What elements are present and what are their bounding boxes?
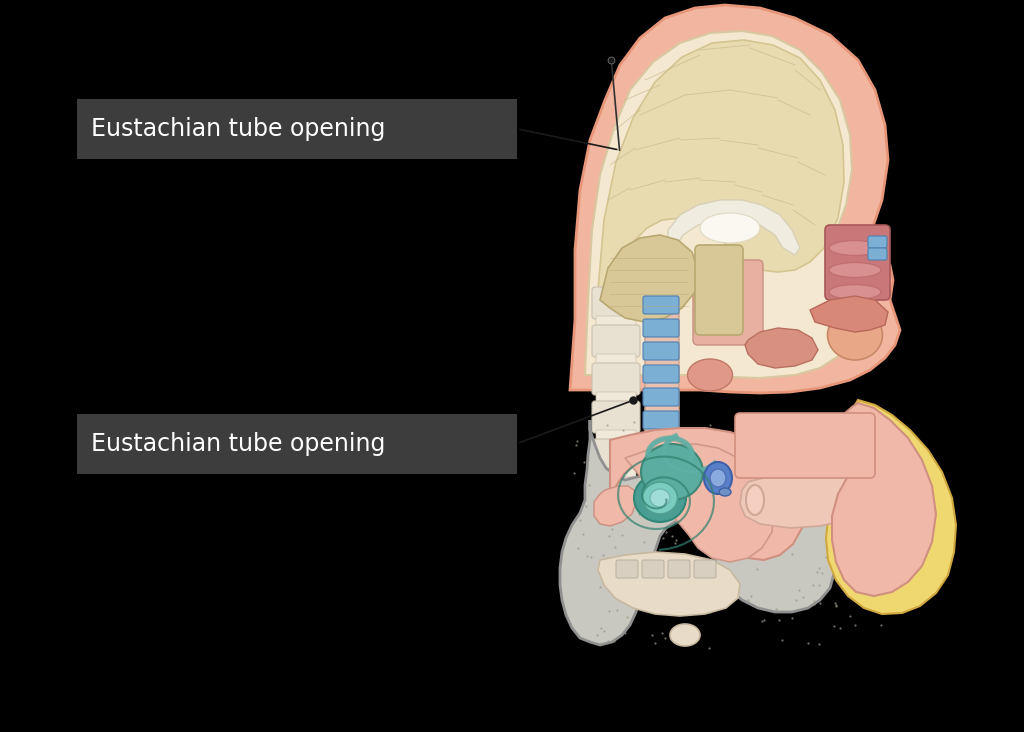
Polygon shape: [600, 235, 698, 322]
Ellipse shape: [705, 462, 732, 494]
FancyBboxPatch shape: [735, 413, 874, 478]
FancyBboxPatch shape: [77, 414, 517, 474]
Polygon shape: [831, 403, 936, 596]
Ellipse shape: [829, 263, 881, 277]
FancyBboxPatch shape: [695, 245, 743, 335]
FancyBboxPatch shape: [616, 560, 638, 578]
FancyBboxPatch shape: [592, 401, 640, 433]
Ellipse shape: [710, 469, 726, 487]
FancyBboxPatch shape: [596, 316, 636, 326]
FancyBboxPatch shape: [643, 296, 679, 314]
FancyBboxPatch shape: [596, 430, 636, 440]
Polygon shape: [610, 428, 805, 560]
Ellipse shape: [829, 241, 881, 255]
FancyBboxPatch shape: [592, 287, 640, 319]
FancyBboxPatch shape: [592, 325, 640, 357]
FancyBboxPatch shape: [596, 506, 636, 516]
Ellipse shape: [829, 285, 881, 299]
Polygon shape: [836, 408, 934, 590]
Polygon shape: [668, 200, 800, 255]
Ellipse shape: [687, 359, 732, 391]
FancyBboxPatch shape: [825, 225, 890, 300]
FancyBboxPatch shape: [868, 248, 887, 260]
Polygon shape: [625, 444, 774, 562]
Ellipse shape: [642, 482, 678, 514]
Polygon shape: [594, 486, 636, 526]
Ellipse shape: [719, 488, 731, 496]
FancyBboxPatch shape: [77, 99, 517, 159]
FancyBboxPatch shape: [643, 411, 679, 429]
Polygon shape: [826, 400, 956, 614]
Polygon shape: [740, 472, 860, 528]
FancyBboxPatch shape: [868, 236, 887, 248]
FancyBboxPatch shape: [592, 363, 640, 395]
FancyBboxPatch shape: [643, 342, 679, 360]
FancyBboxPatch shape: [645, 287, 679, 448]
FancyBboxPatch shape: [596, 468, 636, 478]
Text: Eustachian tube opening: Eustachian tube opening: [91, 117, 385, 141]
Ellipse shape: [650, 489, 670, 507]
FancyBboxPatch shape: [643, 365, 679, 383]
FancyBboxPatch shape: [694, 560, 716, 578]
Ellipse shape: [670, 624, 700, 646]
FancyBboxPatch shape: [592, 515, 640, 547]
Polygon shape: [598, 40, 844, 365]
Polygon shape: [585, 31, 858, 378]
FancyBboxPatch shape: [592, 439, 640, 471]
Polygon shape: [560, 420, 886, 645]
FancyBboxPatch shape: [643, 388, 679, 406]
FancyBboxPatch shape: [596, 392, 636, 402]
Polygon shape: [810, 296, 888, 332]
FancyBboxPatch shape: [642, 560, 664, 578]
Polygon shape: [598, 552, 740, 616]
Ellipse shape: [827, 310, 883, 360]
FancyBboxPatch shape: [592, 477, 640, 509]
FancyBboxPatch shape: [596, 354, 636, 364]
Ellipse shape: [746, 485, 764, 515]
Ellipse shape: [641, 444, 703, 500]
FancyBboxPatch shape: [693, 260, 763, 345]
FancyBboxPatch shape: [668, 560, 690, 578]
Polygon shape: [570, 5, 900, 393]
FancyBboxPatch shape: [643, 319, 679, 337]
Polygon shape: [745, 328, 818, 368]
Ellipse shape: [700, 213, 760, 243]
Ellipse shape: [634, 474, 686, 522]
Text: Eustachian tube opening: Eustachian tube opening: [91, 432, 385, 455]
